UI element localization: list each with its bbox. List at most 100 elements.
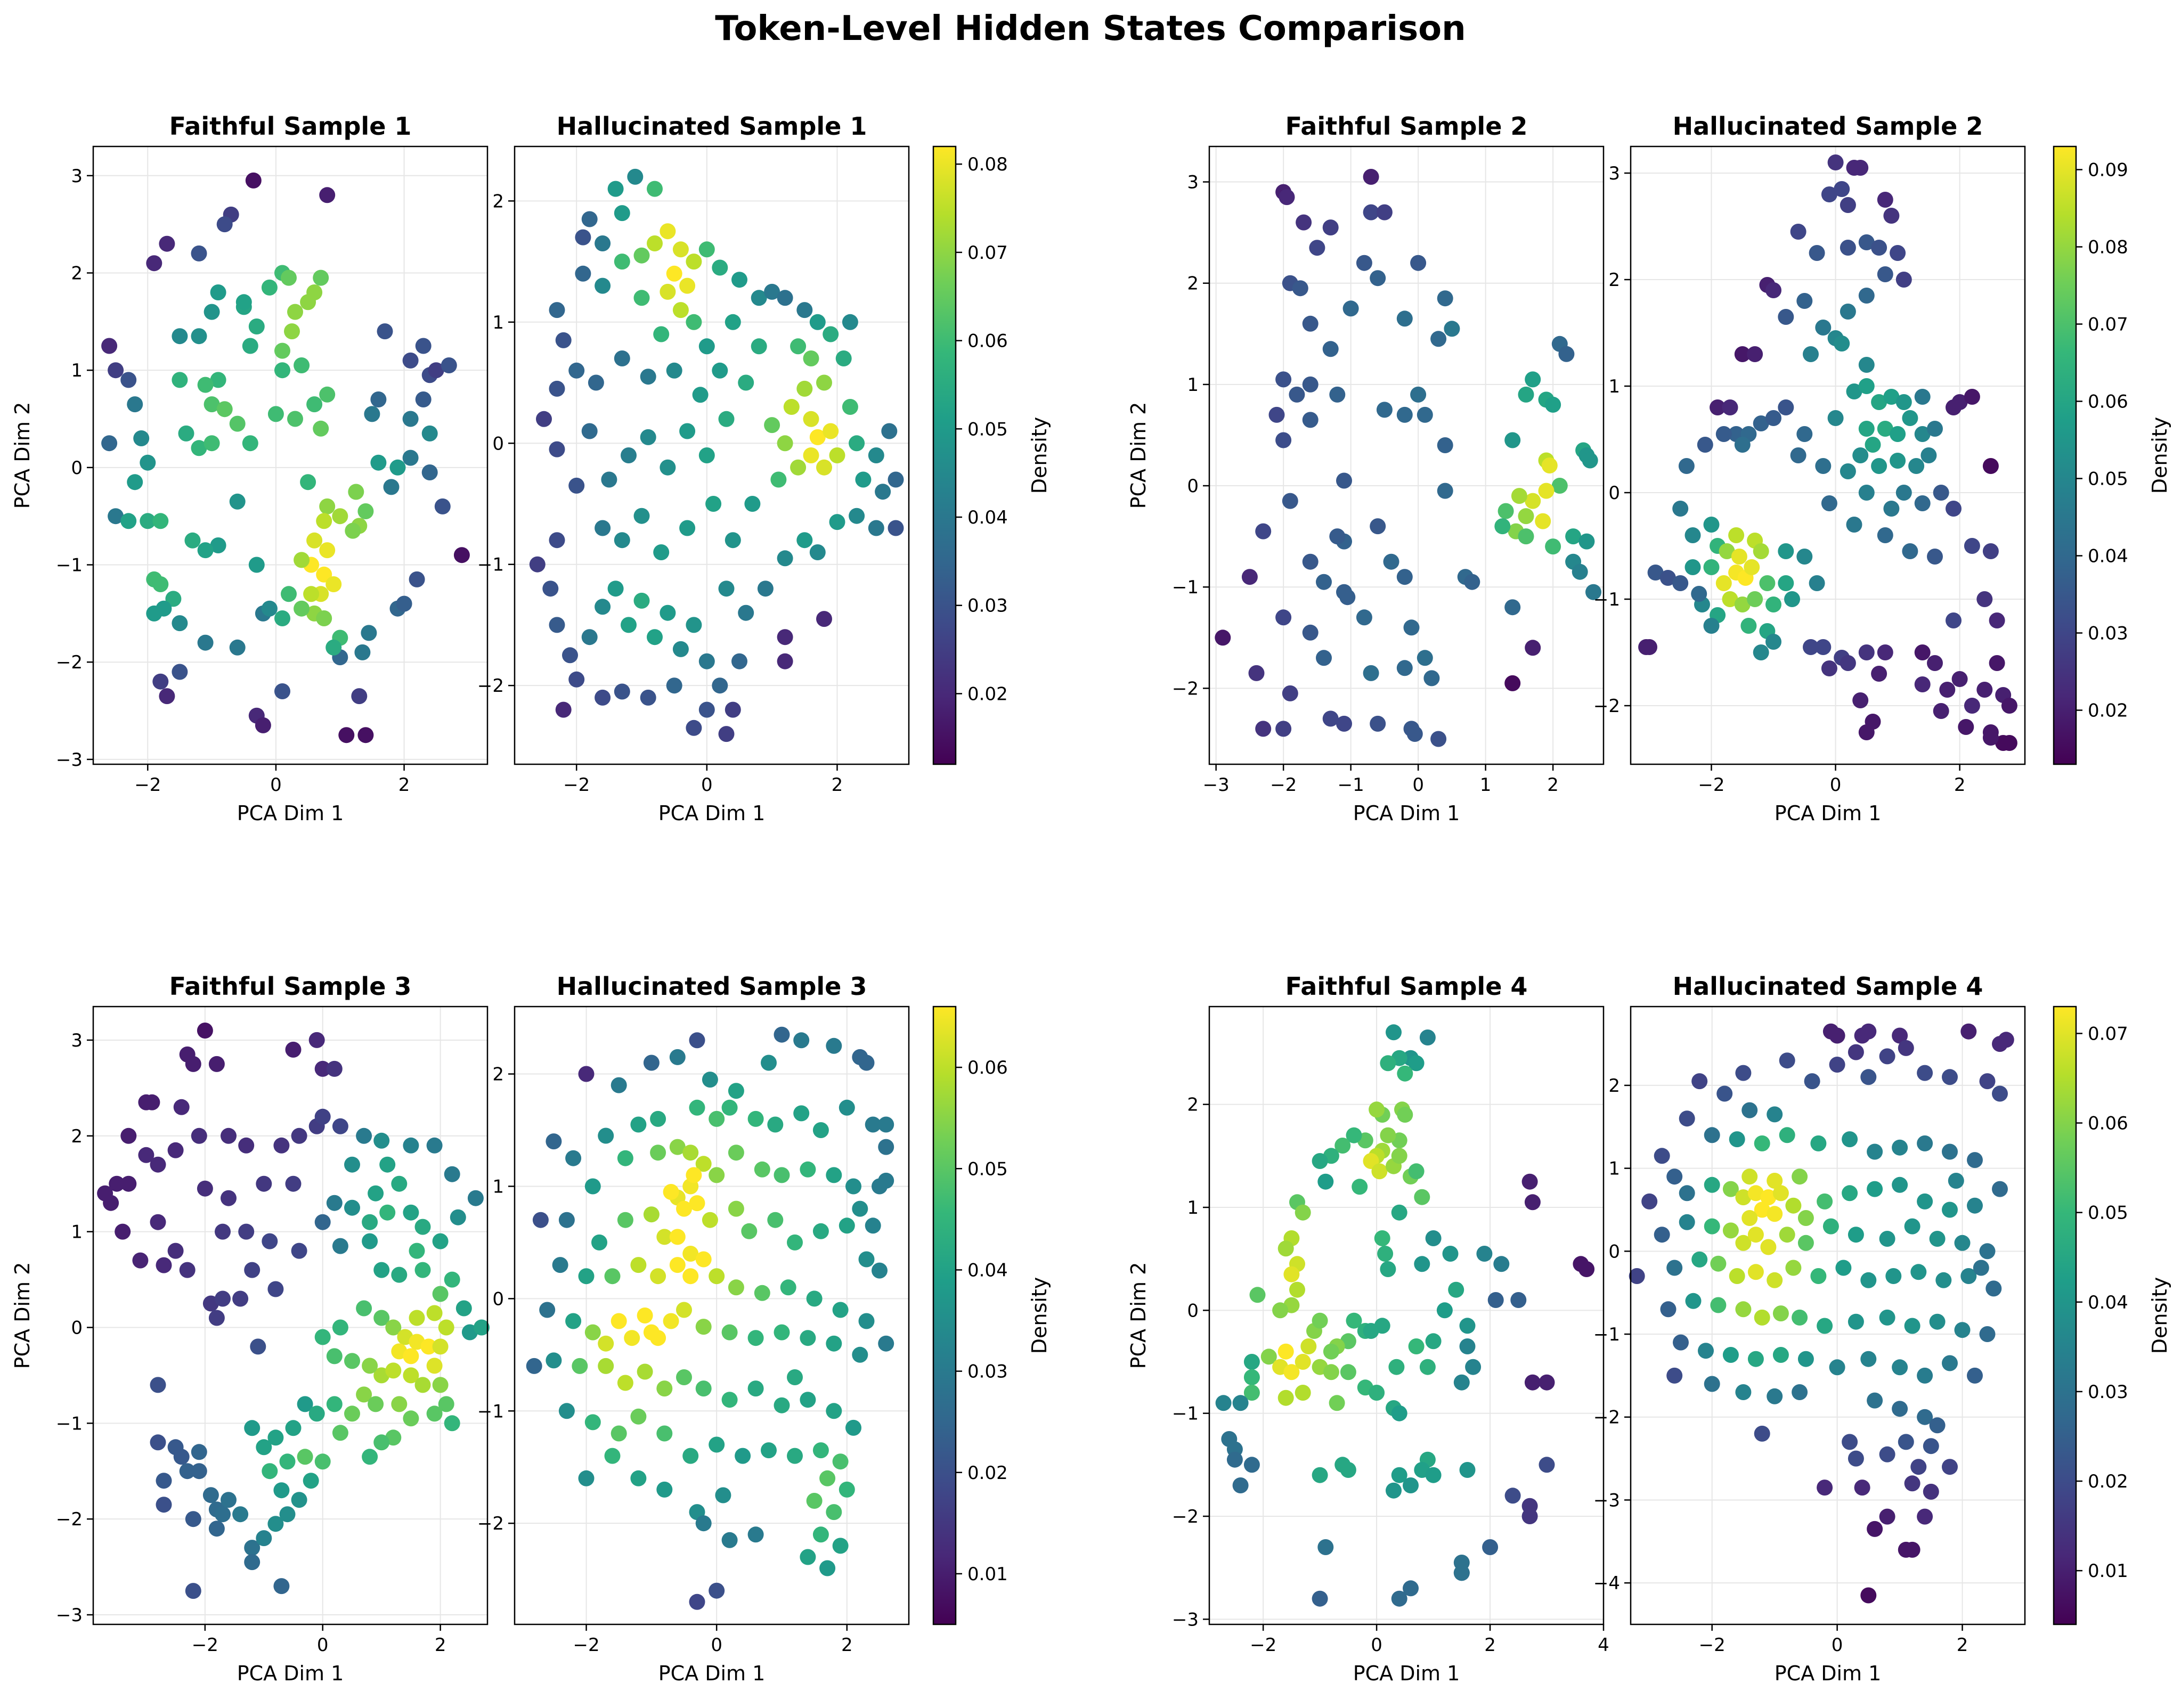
- data-point: [167, 1142, 184, 1158]
- data-point: [676, 1369, 692, 1385]
- data-point: [267, 1281, 284, 1297]
- data-point: [633, 290, 650, 306]
- data-point: [1551, 478, 1568, 494]
- data-point: [1430, 731, 1447, 747]
- data-point: [1578, 533, 1595, 550]
- data-point: [173, 1449, 190, 1465]
- data-point: [415, 391, 432, 407]
- data-point: [1858, 724, 1875, 740]
- data-point: [686, 1167, 702, 1183]
- y-tick-label: 2: [71, 263, 83, 284]
- data-point: [1734, 437, 1751, 453]
- data-point: [1322, 710, 1339, 727]
- data-point: [676, 1302, 692, 1318]
- data-point: [432, 1377, 449, 1393]
- data-point: [1504, 432, 1521, 448]
- data-point: [546, 1352, 562, 1369]
- data-point: [601, 471, 617, 488]
- data-point: [316, 513, 332, 529]
- data-point: [1954, 1322, 1971, 1338]
- data-point: [256, 1439, 272, 1456]
- data-point: [754, 1285, 770, 1301]
- data-point: [1296, 214, 1312, 231]
- data-point: [150, 1377, 166, 1393]
- data-point: [578, 1268, 595, 1285]
- data-point: [1336, 715, 1352, 732]
- y-tick-label: −1: [56, 555, 83, 576]
- data-point: [725, 314, 741, 330]
- data-point: [426, 1405, 443, 1422]
- data-point: [1423, 670, 1440, 687]
- data-point: [232, 1290, 249, 1307]
- y-tick-label: 1: [492, 1176, 504, 1197]
- data-point: [1792, 1309, 1808, 1326]
- data-point: [1982, 543, 1999, 559]
- data-point: [455, 1300, 472, 1317]
- data-point: [191, 328, 207, 345]
- data-point: [1765, 634, 1781, 650]
- data-point: [1715, 426, 1732, 442]
- axes-frame: [92, 1006, 489, 1625]
- data-point: [348, 484, 364, 500]
- colorbar-tick-label: 0.03: [967, 1361, 1008, 1383]
- data-point: [127, 396, 143, 413]
- data-point: [152, 513, 169, 529]
- data-point: [178, 425, 194, 442]
- data-point: [204, 304, 220, 320]
- data-point: [1243, 1354, 1260, 1370]
- colorbar-tick-label: 0.02: [967, 1462, 1008, 1484]
- data-point: [1716, 1085, 1733, 1102]
- data-point: [803, 411, 819, 427]
- data-point: [611, 1425, 627, 1442]
- data-point: [1815, 458, 1832, 474]
- data-point: [1942, 1459, 1958, 1475]
- axes-frame: [1630, 145, 2026, 765]
- data-point: [718, 581, 735, 597]
- data-point: [816, 459, 832, 476]
- y-tick-label: 3: [1187, 172, 1199, 193]
- data-point: [764, 417, 780, 434]
- data-point: [584, 1178, 601, 1195]
- data-point: [849, 508, 865, 524]
- data-point: [803, 447, 819, 463]
- data-point: [1545, 396, 1561, 413]
- data-point: [663, 1184, 679, 1200]
- x-axis-label: PCA Dim 1: [1775, 1662, 1882, 1685]
- data-point: [389, 459, 406, 476]
- colorbar-tick-label: 0.03: [2088, 1382, 2128, 1403]
- data-point: [1885, 1268, 1902, 1284]
- data-point: [1942, 1355, 1958, 1371]
- data-point: [197, 634, 214, 651]
- data-point: [744, 496, 761, 512]
- data-point: [208, 1056, 225, 1072]
- data-point: [568, 671, 585, 688]
- data-point: [441, 357, 457, 373]
- data-point: [1419, 1029, 1436, 1045]
- data-point: [679, 520, 696, 536]
- data-point: [832, 1302, 849, 1318]
- data-point: [565, 1313, 582, 1329]
- data-point: [1383, 553, 1399, 570]
- data-point: [1659, 570, 1676, 586]
- data-point: [274, 362, 290, 379]
- data-point: [1243, 1457, 1260, 1473]
- panel-h1: −2 0 2 −2 −1 0 1 2 Hallucinated Sample 1 PCA Dim …: [477, 112, 910, 825]
- data-point: [379, 1156, 396, 1173]
- y-axis-label: PCA Dim 2: [1127, 402, 1150, 509]
- data-point: [1408, 1163, 1425, 1180]
- data-point: [202, 1487, 219, 1503]
- data-point: [256, 1175, 272, 1192]
- data-point: [881, 423, 898, 439]
- data-point: [262, 1463, 278, 1480]
- data-point: [300, 474, 316, 491]
- data-point: [421, 464, 438, 480]
- data-point: [1317, 1173, 1334, 1190]
- y-tick-label: 2: [1187, 1094, 1199, 1116]
- data-point: [444, 1271, 460, 1288]
- data-point: [640, 689, 656, 706]
- data-point: [294, 552, 310, 568]
- data-point: [434, 498, 451, 514]
- data-point: [1992, 1036, 2008, 1052]
- data-point: [1282, 493, 1298, 509]
- data-point: [1323, 1364, 1339, 1380]
